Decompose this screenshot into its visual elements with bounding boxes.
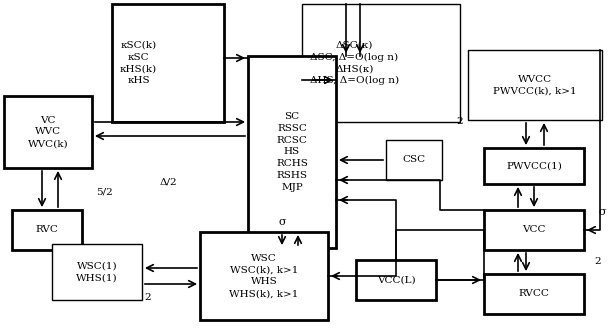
Text: VCC(L): VCC(L): [377, 275, 415, 285]
Text: ΔSC(κ)
ΔSC, Δ=O(log n)
ΔHS(κ)
ΔHS, Δ=O(log n): ΔSC(κ) ΔSC, Δ=O(log n) ΔHS(κ) ΔHS, Δ=O(l…: [310, 40, 399, 85]
Bar: [52, 244, 142, 300]
Text: 2: 2: [595, 258, 601, 266]
Bar: [484, 274, 584, 314]
Text: RVC: RVC: [35, 225, 59, 235]
Text: WSC(1)
WHS(1): WSC(1) WHS(1): [76, 262, 118, 282]
Text: σ: σ: [598, 207, 606, 217]
Bar: [112, 4, 224, 122]
Text: PWVCC(1): PWVCC(1): [506, 162, 562, 170]
Bar: [12, 210, 82, 250]
Bar: [468, 50, 602, 120]
Text: SC
RSSC
RCSC
HS
RCHS
RSHS
MJP: SC RSSC RCSC HS RCHS RSHS MJP: [276, 112, 308, 192]
Text: VC
WVC
WVC(k): VC WVC WVC(k): [27, 116, 68, 148]
Bar: [484, 210, 584, 250]
Text: 5/2: 5/2: [96, 188, 112, 196]
Text: RVCC: RVCC: [519, 290, 549, 298]
Bar: [386, 140, 442, 180]
Text: WSC
WSC(k), k>1
WHS
WHS(k), k>1: WSC WSC(k), k>1 WHS WHS(k), k>1: [229, 254, 299, 298]
Text: CSC: CSC: [403, 156, 426, 164]
Text: σ: σ: [278, 217, 286, 227]
Text: WVCC
PWVCC(k), k>1: WVCC PWVCC(k), k>1: [493, 75, 577, 95]
Bar: [356, 260, 436, 300]
Bar: [484, 148, 584, 184]
Bar: [200, 232, 328, 320]
Text: 2: 2: [456, 117, 463, 126]
Bar: [302, 4, 460, 122]
Text: Δ/2: Δ/2: [159, 178, 177, 187]
Text: 2: 2: [145, 293, 152, 302]
Bar: [248, 56, 336, 248]
Bar: [4, 96, 92, 168]
Text: κSC(k)
κSC
κHS(k)
κHS: κSC(k) κSC κHS(k) κHS: [120, 41, 157, 85]
Text: VCC: VCC: [522, 225, 546, 235]
